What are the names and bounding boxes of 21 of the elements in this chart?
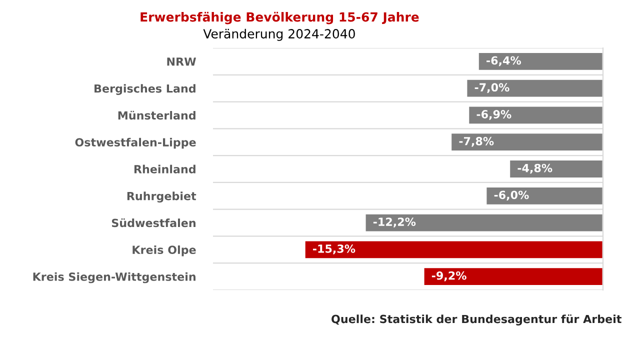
y-tick-label: Südwestfalen [112, 218, 196, 228]
data-label: -7,8% [459, 136, 494, 147]
y-tick-label: Ostwestfalen-Lippe [75, 138, 196, 149]
data-label: -6,9% [476, 110, 512, 120]
data-label: -6,4% [486, 56, 522, 66]
data-label: -7,0% [474, 83, 510, 93]
y-tick-label: Bergisches Land [94, 84, 196, 95]
chart-title: Erwerbsfähige Bevölkerung 15-67 Jahre [140, 12, 419, 24]
data-label: -15,3% [312, 244, 356, 254]
data-label: -4,8% [518, 164, 552, 174]
data-label: -12,2% [373, 218, 416, 228]
y-tick-label: NRW [167, 58, 196, 66]
chart-subtitle: Veränderung 2024-2040 [203, 28, 355, 41]
data-label: -6,0% [494, 190, 529, 201]
y-tick-label: Kreis Siegen-Wittgenstein [33, 272, 196, 284]
source-note: Quelle: Statistik der Bundesagentur für Arbeit [332, 314, 622, 326]
y-tick-label: Münsterland [118, 110, 196, 120]
y-tick-label: Kreis Olpe [132, 245, 196, 256]
y-tick-label: Rheinland [134, 164, 196, 174]
y-tick-label: Ruhrgebiet [127, 192, 196, 203]
data-label: -9,2% [432, 271, 466, 282]
